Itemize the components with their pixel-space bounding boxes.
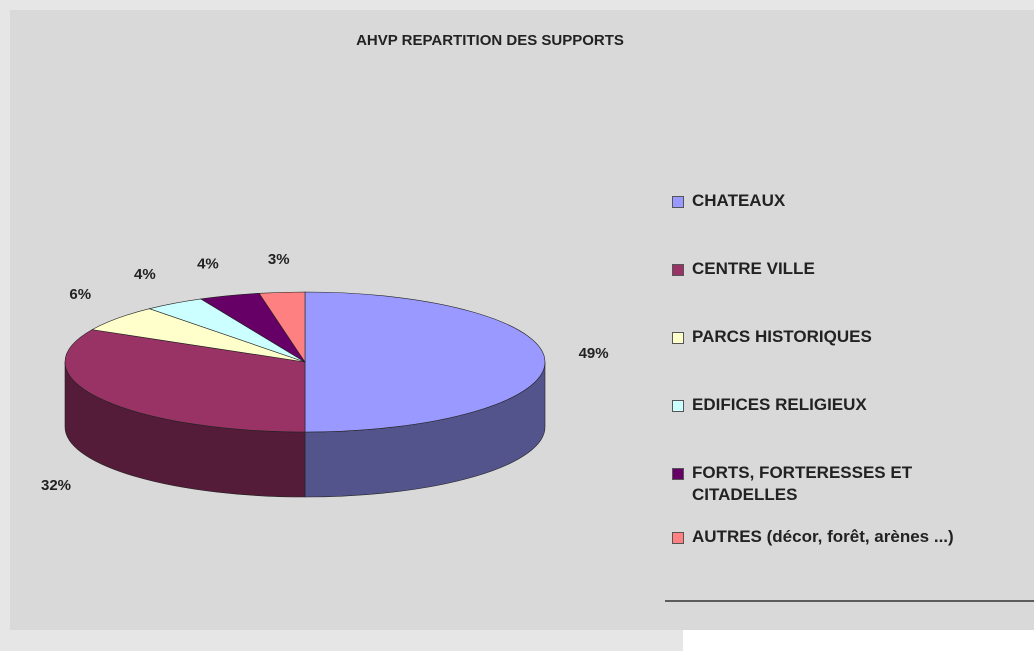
data-label: 4%: [197, 255, 219, 272]
legend-item: PARCS HISTORIQUES: [668, 326, 1034, 348]
data-label: 4%: [134, 266, 156, 283]
legend-item: FORTS, FORTERESSES ET CITADELLES: [668, 462, 1034, 506]
legend-label: EDIFICES RELIGIEUX: [692, 395, 867, 414]
chart-title: AHVP REPARTITION DES SUPPORTS: [356, 32, 624, 49]
legend-swatch: [672, 332, 684, 344]
slice: [258, 291, 306, 363]
legend-swatch: [672, 264, 684, 276]
legend-item: AUTRES (décor, forêt, arènes ...): [668, 526, 1034, 548]
legend-swatch: [672, 400, 684, 412]
legend-label: PARCS HISTORIQUES: [692, 327, 872, 346]
legend: CHATEAUX CENTRE VILLE PARCS HISTORIQUES EDI…: [668, 190, 1034, 548]
slice: [64, 329, 306, 433]
legend-label: CENTRE VILLE: [692, 259, 815, 278]
data-label: 6%: [69, 286, 91, 303]
data-label: 3%: [268, 251, 290, 268]
legend-item: EDIFICES RELIGIEUX: [668, 394, 1034, 416]
legend-label: AUTRES (décor, forêt, arènes ...): [692, 527, 954, 546]
data-label: 32%: [41, 477, 71, 494]
legend-item: CHATEAUX: [668, 190, 1034, 212]
data-label: 49%: [579, 345, 609, 362]
legend-swatch: [672, 196, 684, 208]
legend-swatch: [672, 532, 684, 544]
legend-label: FORTS, FORTERESSES ET CITADELLES: [692, 463, 913, 504]
blank-box: [683, 630, 1034, 651]
legend-label: CHATEAUX: [692, 191, 786, 210]
slice: [304, 291, 546, 433]
legend-swatch: [672, 468, 684, 480]
legend-item: CENTRE VILLE: [668, 258, 1034, 280]
